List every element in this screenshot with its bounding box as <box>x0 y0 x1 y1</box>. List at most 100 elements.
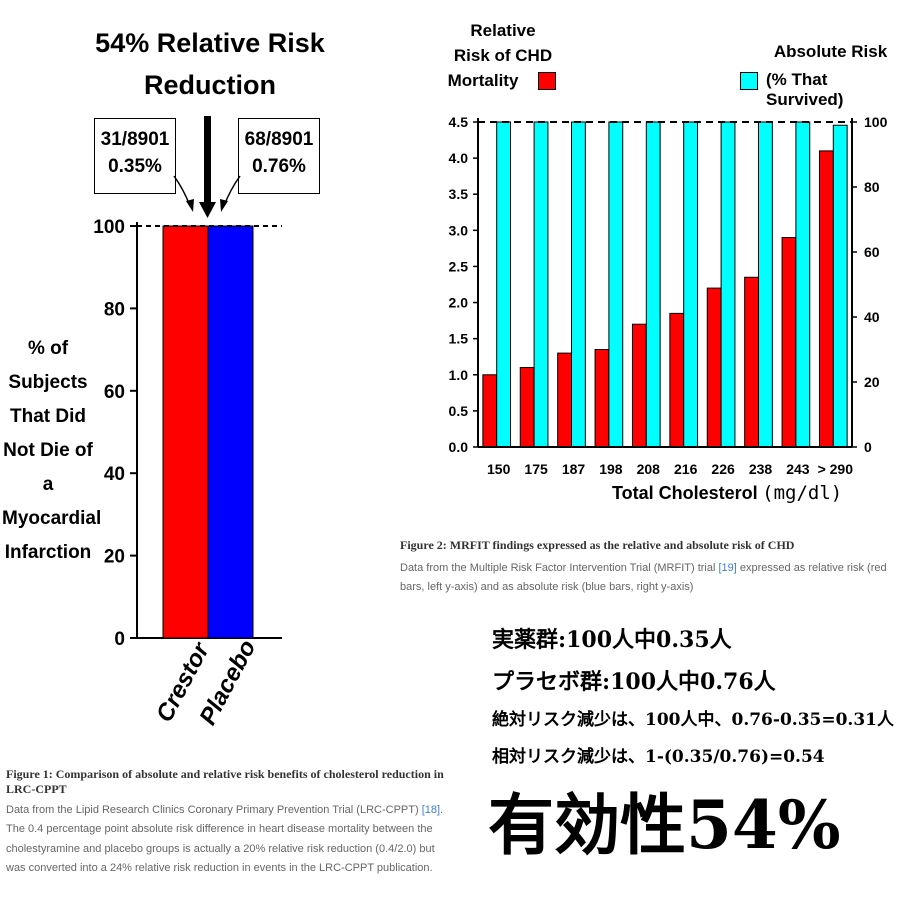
fig1-ylabel-line: % of <box>27 338 69 359</box>
fig2-relative-risk-bar <box>818 150 834 448</box>
fig2-relative-risk-bar <box>557 352 573 448</box>
fig1-ylabel-line: Infarction <box>4 542 92 563</box>
fig1-y-tick-label: 20 <box>104 547 125 568</box>
fig2-x-tick-label: 238 <box>749 461 773 477</box>
fig1-ylabel-line: Subjects <box>8 372 88 393</box>
fig2-absolute-risk-bar <box>720 121 736 448</box>
fig2-absolute-risk-bar <box>832 124 848 448</box>
fig2-relative-risk-bar <box>519 367 535 448</box>
fig2-absolute-risk-bar <box>608 121 624 448</box>
jp-placebo-group: プラセボ群:100人中0.76人 <box>492 669 776 695</box>
fig2-absolute-risk-bar <box>571 121 586 448</box>
fig2-absolute-risk-bar <box>795 121 811 448</box>
fig1-ylabel-line: Myocardial <box>2 508 102 529</box>
fig1-bar-crestor <box>162 225 209 639</box>
jp-absolute-risk-reduction: 絶対リスク減少は、100人中、0.76-0.35=0.31人 <box>492 710 894 730</box>
fig1-left-pointer-arrowhead <box>186 199 194 212</box>
fig1-caption-part2: . The 0.4 percentage point absolute risk… <box>6 804 444 874</box>
fig2-right-y-tick-label: 40 <box>864 309 880 325</box>
fig2-legend-red-swatch <box>538 72 556 90</box>
fig1-caption-title: Figure 1: Comparison of absolute and rel… <box>6 767 444 796</box>
fig1-down-arrow-head <box>199 202 216 218</box>
fig2-right-y-tick-label: 60 <box>864 244 880 260</box>
jp-active-group: 実薬群:100人中0.35人 <box>492 627 732 653</box>
fig2-legend-relative-line: Relative <box>470 21 536 40</box>
fig1-y-tick-label: 40 <box>104 464 125 485</box>
fig2-legend-relative-line: Mortality <box>447 71 519 90</box>
fig2-xlabel-unit: (mg/dl) <box>762 482 843 504</box>
fig2-left-y-tick-label: 4.5 <box>449 114 469 130</box>
fig1-bar-placebo <box>207 225 254 639</box>
fig2-left-y-tick-label: 3.0 <box>449 222 469 238</box>
fig2-right-y-tick-label: 0 <box>864 439 872 455</box>
fig2-left-y-tick-label: 0.0 <box>449 439 469 455</box>
fig2-left-y-tick-label: 3.5 <box>449 186 469 202</box>
fig2-left-y-tick-label: 4.0 <box>449 150 469 166</box>
fig2-right-y-tick-label: 20 <box>864 374 880 390</box>
fig2-legend-absolute-title: Absolute Risk <box>773 42 888 61</box>
fig2-caption: Figure 2: MRFIT findings expressed as th… <box>400 538 895 598</box>
fig2-relative-risk-bar <box>706 287 722 448</box>
fig1-title-line1: 54% Relative Risk <box>95 28 325 58</box>
fig2-chart: 0.0 0.5 1.0 1.5 2.0 2.5 3.0 3.5 4.0 4.5 0 20 40 60 80 1… <box>449 114 888 477</box>
fig2-x-tick-label: 187 <box>562 461 586 477</box>
fig1-right-count-box: 68/8901 0.76% <box>238 118 320 194</box>
fig2-x-tick-label: 216 <box>674 461 698 477</box>
fig2-absolute-risk-bar <box>645 121 661 448</box>
fig1-right-pointer-arrowhead <box>220 199 228 212</box>
fig1-title: 54% Relative Risk Reduction <box>60 22 360 106</box>
fig1-ylabel-line: Not Die of a <box>3 440 93 495</box>
fig1-right-count: 68/8901 <box>244 129 314 150</box>
fig2-left-y-tick-label: 2.0 <box>449 295 469 311</box>
fig1-title-line2: Reduction <box>144 70 276 100</box>
fig1-ylabel: % of Subjects That Did Not Die of a Myoc… <box>2 332 102 570</box>
fig2-caption-title: Figure 2: MRFIT findings expressed as th… <box>400 538 795 552</box>
fig2-x-tick-label: 243 <box>786 461 810 477</box>
fig2-left-y-tick-label: 1.0 <box>449 367 469 383</box>
fig2-caption-part2: expressed as relative risk (red bars, le… <box>400 562 887 594</box>
fig2-x-tick-label: 226 <box>711 461 735 477</box>
fig1-y-tick-label: 100 <box>93 217 125 238</box>
fig2-relative-risk-bar <box>482 374 498 448</box>
fig1-left-count-box: 31/8901 0.35% <box>94 118 176 194</box>
fig2-xlabel-text: Total Cholesterol <box>612 483 758 503</box>
fig2-right-y-tick-label: 100 <box>864 114 888 130</box>
fig2-legend-relative: Relative Risk of CHD Mortality <box>448 18 558 93</box>
fig1-caption-part1: Data from the Lipid Research Clinics Cor… <box>6 804 422 816</box>
fig2-legend-absolute-subtitle: (% That Survived) <box>766 70 844 109</box>
fig2-absolute-risk-bar <box>496 121 512 448</box>
fig2-relative-risk-bar <box>594 349 610 448</box>
fig1-caption-text: Data from the Lipid Research Clinics Cor… <box>6 801 446 878</box>
fig2-x-tick-label: 175 <box>524 461 548 477</box>
fig2-relative-risk-bar <box>631 323 647 448</box>
fig2-caption-part1: Data from the Multiple Risk Factor Inter… <box>400 562 719 574</box>
fig2-legend-cyan-swatch <box>740 72 758 90</box>
fig2-xlabel: Total Cholesterol (mg/dl) <box>612 482 842 504</box>
fig1-caption: Figure 1: Comparison of absolute and rel… <box>6 767 446 878</box>
fig2-absolute-risk-bar <box>683 121 699 448</box>
fig2-relative-risk-bar <box>744 276 759 448</box>
fig1-y-tick-label: 0 <box>114 629 125 650</box>
fig2-caption-reference-link[interactable]: [19] <box>718 562 737 574</box>
fig2-x-tick-label: 208 <box>637 461 661 477</box>
fig2-x-tick-label: 198 <box>599 461 623 477</box>
fig1-down-arrow-shaft <box>204 116 211 206</box>
fig1-caption-reference-link[interactable]: [18] <box>421 804 441 816</box>
fig2-caption-text: Data from the Multiple Risk Factor Inter… <box>400 559 895 598</box>
fig1-y-tick-label: 60 <box>104 382 125 403</box>
fig1-left-percent: 0.35% <box>108 155 162 177</box>
fig2-relative-risk-bar <box>669 312 685 448</box>
fig2-relative-risk-bar <box>781 237 797 448</box>
fig1-right-percent: 0.76% <box>252 155 306 177</box>
fig1-ylabel-line: That Did <box>10 406 86 427</box>
fig2-left-y-tick-label: 2.5 <box>449 258 469 274</box>
fig2-left-y-tick-label: 0.5 <box>449 403 469 419</box>
fig2-x-tick-label: 150 <box>487 461 511 477</box>
jp-relative-risk-reduction: 相対リスク減少は、1-(0.35/0.76)=0.54 <box>492 747 825 767</box>
jp-efficacy-headline: 有効性54% <box>488 786 841 864</box>
fig2-left-y-tick-label: 1.5 <box>449 331 469 347</box>
fig2-x-tick-label: > 290 <box>818 461 854 477</box>
fig1-left-count: 31/8901 <box>100 129 170 150</box>
fig2-right-y-tick-label: 80 <box>864 179 880 195</box>
